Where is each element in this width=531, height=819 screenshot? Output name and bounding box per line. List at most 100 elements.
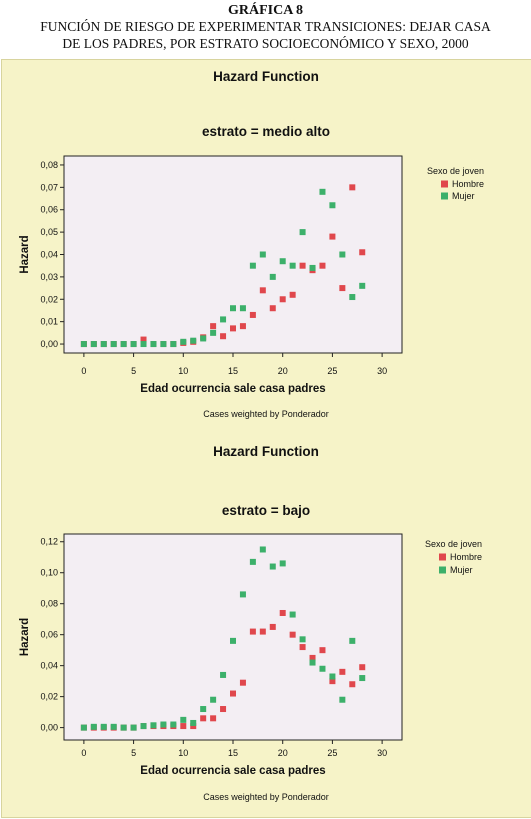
data-point-mujer	[239, 591, 246, 598]
data-point-mujer	[80, 341, 87, 348]
data-point-mujer	[339, 251, 346, 258]
data-point-mujer	[80, 724, 87, 731]
data-point-mujer	[329, 673, 336, 680]
data-point-mujer	[319, 188, 326, 195]
y-tick-label: 0,00	[40, 339, 58, 349]
data-point-hombre	[249, 311, 256, 318]
data-point-hombre	[339, 285, 346, 292]
legend-swatch-mujer	[441, 192, 448, 200]
data-point-hombre	[349, 681, 356, 688]
data-point-mujer	[140, 723, 147, 730]
figure-title-line-1: FUNCIÓN DE RIESGO DE EXPERIMENTAR TRANSI…	[40, 19, 491, 34]
y-tick-label: 0,08	[40, 599, 58, 609]
data-point-hombre	[309, 654, 316, 661]
data-point-mujer	[269, 563, 276, 570]
data-point-mujer	[249, 262, 256, 269]
data-point-mujer	[170, 341, 177, 348]
charts-svg: Hazard Function estrato = medio alto 0,00 0…	[19, 69, 484, 802]
data-point-hombre	[249, 628, 256, 635]
legend-label-mujer: Mujer	[452, 191, 475, 201]
data-point-mujer	[200, 335, 207, 342]
y-axis-label: Hazard	[19, 618, 31, 656]
y-tick-label: 0,03	[40, 272, 58, 282]
figure-title-line-2: DE LOS PADRES, POR ESTRATO SOCIOECONÓMIC…	[62, 36, 469, 51]
data-point-hombre	[319, 262, 326, 269]
chart-footnote: Cases weighted by Ponderador	[203, 409, 329, 419]
data-point-mujer	[100, 341, 107, 348]
data-point-mujer	[309, 264, 316, 271]
x-tick-label: 30	[377, 748, 387, 758]
data-point-mujer	[160, 721, 167, 728]
y-tick-label: 0,02	[40, 294, 58, 304]
x-tick-label: 5	[131, 366, 136, 376]
data-point-mujer	[289, 611, 296, 618]
data-point-mujer	[130, 724, 137, 731]
legend-swatch-hombre	[439, 553, 446, 561]
data-point-mujer	[329, 202, 336, 209]
x-tick-label: 15	[228, 366, 238, 376]
data-point-mujer	[210, 329, 217, 336]
data-point-mujer	[150, 341, 157, 348]
data-point-hombre	[230, 690, 236, 697]
legend-label-hombre: Hombre	[450, 552, 482, 562]
data-point-mujer	[299, 229, 306, 236]
x-axis-label: Edad ocurrencia sale casa padres	[140, 383, 325, 395]
data-point-hombre	[299, 262, 306, 269]
x-tick-label: 25	[327, 366, 337, 376]
data-point-hombre	[210, 323, 217, 330]
data-point-mujer	[220, 671, 227, 678]
legend-label-mujer: Mujer	[450, 565, 473, 575]
data-point-mujer	[210, 696, 217, 703]
x-tick-label: 10	[178, 366, 188, 376]
y-tick-label: 0,07	[40, 182, 58, 192]
x-axis-label: Edad ocurrencia sale casa padres	[140, 765, 325, 777]
data-point-mujer	[259, 251, 266, 258]
data-point-hombre	[279, 296, 286, 303]
y-tick-label: 0,01	[40, 317, 58, 327]
data-point-mujer	[90, 723, 97, 730]
data-point-mujer	[359, 675, 366, 682]
y-tick-label: 0,12	[40, 537, 58, 547]
data-point-mujer	[220, 316, 227, 323]
data-point-hombre	[329, 678, 336, 685]
data-point-mujer	[230, 305, 236, 312]
data-point-mujer	[279, 258, 286, 265]
plot-area	[63, 155, 403, 354]
data-point-hombre	[329, 233, 336, 240]
chart-medio-alto: Hazard Function estrato = medio alto 0,00 0…	[19, 69, 484, 419]
data-point-hombre	[269, 305, 276, 312]
legend-swatch-hombre	[441, 180, 448, 188]
x-tick-label: 20	[278, 748, 288, 758]
data-point-hombre	[220, 706, 227, 713]
data-point-mujer	[120, 724, 127, 731]
data-point-hombre	[319, 647, 326, 654]
data-point-mujer	[239, 305, 246, 312]
data-point-hombre	[349, 184, 356, 191]
figure-number: GRÁFICA 8	[227, 3, 304, 18]
data-point-hombre	[190, 723, 197, 730]
data-point-hombre	[200, 715, 207, 722]
x-tick-label: 10	[178, 748, 188, 758]
data-point-hombre	[220, 333, 227, 340]
data-point-mujer	[110, 341, 117, 348]
y-tick-label: 0,04	[40, 250, 58, 260]
data-point-mujer	[150, 722, 157, 729]
data-point-mujer	[269, 273, 276, 280]
x-tick-label: 25	[327, 748, 337, 758]
legend-title: Sexo de joven	[425, 539, 482, 549]
data-point-mujer	[339, 696, 346, 703]
x-tick-label: 0	[81, 366, 86, 376]
data-point-hombre	[259, 628, 266, 635]
data-point-mujer	[359, 282, 366, 289]
y-tick-label: 0,08	[40, 160, 58, 170]
y-tick-label: 0,06	[40, 205, 58, 215]
data-point-mujer	[289, 262, 296, 269]
data-point-hombre	[140, 336, 147, 343]
y-tick-label: 0,04	[40, 661, 58, 671]
data-point-mujer	[299, 636, 306, 643]
data-point-mujer	[110, 723, 117, 730]
data-point-hombre	[210, 715, 217, 722]
data-point-hombre	[180, 723, 187, 730]
y-tick-label: 0,06	[40, 630, 58, 640]
data-point-hombre	[259, 287, 266, 294]
